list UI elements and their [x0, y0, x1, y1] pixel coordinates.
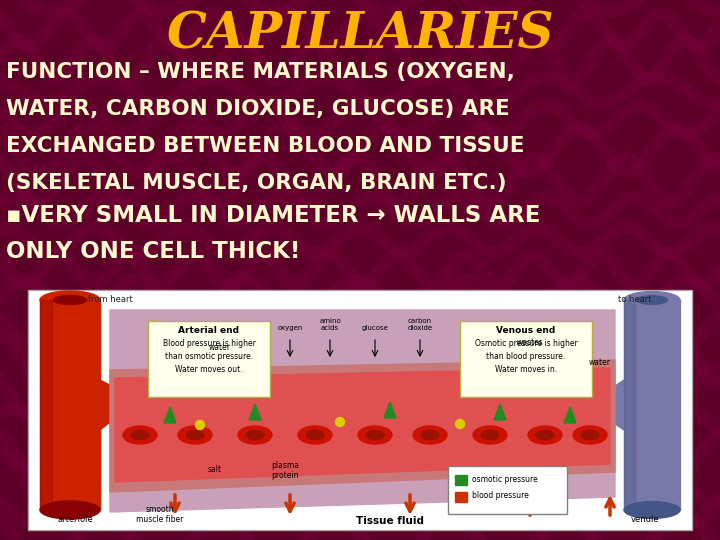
Text: (SKELETAL MUSCLE, ORGAN, BRAIN ETC.): (SKELETAL MUSCLE, ORGAN, BRAIN ETC.) [6, 173, 507, 193]
Text: glucose: glucose [361, 325, 388, 331]
Ellipse shape [53, 295, 86, 305]
Text: from heart: from heart [88, 295, 132, 304]
Text: oxygen: oxygen [277, 325, 302, 331]
Bar [624, 300, 680, 510]
Circle shape [196, 421, 204, 429]
Ellipse shape [573, 426, 607, 444]
Text: water: water [589, 358, 611, 367]
Polygon shape [110, 360, 615, 492]
Polygon shape [164, 407, 176, 423]
Bar [40, 300, 100, 510]
Text: Arterial end: Arterial end [179, 326, 240, 335]
Text: Blood pressure is higher: Blood pressure is higher [163, 339, 256, 348]
FancyBboxPatch shape [460, 321, 592, 397]
Ellipse shape [131, 430, 149, 440]
Text: Venous end: Venous end [496, 326, 556, 335]
Ellipse shape [473, 426, 507, 444]
Bar [40, 300, 52, 510]
Ellipse shape [358, 426, 392, 444]
FancyBboxPatch shape [448, 466, 567, 514]
Polygon shape [110, 310, 615, 512]
Text: plasma
protein: plasma protein [271, 461, 299, 480]
Ellipse shape [624, 502, 680, 518]
Text: EXCHANGED BETWEEN BLOOD AND TISSUE: EXCHANGED BETWEEN BLOOD AND TISSUE [6, 136, 524, 156]
Polygon shape [249, 404, 261, 420]
Text: Tissue fluid: Tissue fluid [356, 516, 424, 526]
Ellipse shape [306, 430, 324, 440]
Ellipse shape [366, 430, 384, 440]
Bar [455, 492, 467, 502]
Polygon shape [384, 402, 396, 418]
Text: carbon
dioxide: carbon dioxide [408, 318, 433, 331]
Ellipse shape [636, 296, 667, 304]
Text: ▪VERY SMALL IN DIAMETER → WALLS ARE: ▪VERY SMALL IN DIAMETER → WALLS ARE [6, 204, 541, 226]
Bar [624, 300, 635, 510]
Text: FUNCTION – WHERE MATERIALS (OXYGEN,: FUNCTION – WHERE MATERIALS (OXYGEN, [6, 62, 515, 82]
Ellipse shape [481, 430, 499, 440]
Ellipse shape [246, 430, 264, 440]
Text: than osmotic pressure.: than osmotic pressure. [165, 352, 253, 361]
Ellipse shape [40, 291, 100, 309]
Ellipse shape [624, 292, 680, 308]
Circle shape [336, 417, 344, 427]
Text: blood pressure: blood pressure [472, 491, 529, 501]
FancyBboxPatch shape [28, 290, 692, 530]
Ellipse shape [123, 426, 157, 444]
Polygon shape [587, 380, 624, 430]
Ellipse shape [178, 426, 212, 444]
Text: water: water [209, 343, 231, 352]
Text: venule: venule [631, 515, 660, 524]
Text: ONLY ONE CELL THICK!: ONLY ONE CELL THICK! [6, 240, 300, 262]
Ellipse shape [186, 430, 204, 440]
Bar [455, 475, 467, 485]
Text: WATER, CARBON DIOXIDE, GLUCOSE) ARE: WATER, CARBON DIOXIDE, GLUCOSE) ARE [6, 99, 510, 119]
Text: amino
acids: amino acids [319, 318, 341, 331]
Ellipse shape [421, 430, 439, 440]
Ellipse shape [40, 501, 100, 519]
Polygon shape [115, 368, 610, 482]
Text: CAPILLARIES: CAPILLARIES [166, 10, 554, 59]
Text: to heart: to heart [618, 295, 652, 304]
Text: arteriole: arteriole [57, 515, 93, 524]
Text: osmotic pressure: osmotic pressure [472, 475, 538, 483]
Ellipse shape [298, 426, 332, 444]
Circle shape [456, 420, 464, 429]
Text: smooth
muscle fiber: smooth muscle fiber [136, 504, 184, 524]
Text: wastes: wastes [517, 338, 544, 347]
Text: salt: salt [208, 465, 222, 474]
Text: Water moves out.: Water moves out. [175, 365, 243, 374]
Ellipse shape [238, 426, 272, 444]
Text: Osmotic pressure is higher: Osmotic pressure is higher [474, 339, 577, 348]
Text: Water moves in.: Water moves in. [495, 365, 557, 374]
Polygon shape [494, 404, 506, 420]
Text: than blood pressure.: than blood pressure. [487, 352, 566, 361]
Polygon shape [100, 380, 138, 430]
Ellipse shape [536, 430, 554, 440]
Ellipse shape [581, 430, 599, 440]
Ellipse shape [528, 426, 562, 444]
Polygon shape [564, 407, 576, 423]
Ellipse shape [413, 426, 447, 444]
FancyBboxPatch shape [148, 321, 270, 397]
